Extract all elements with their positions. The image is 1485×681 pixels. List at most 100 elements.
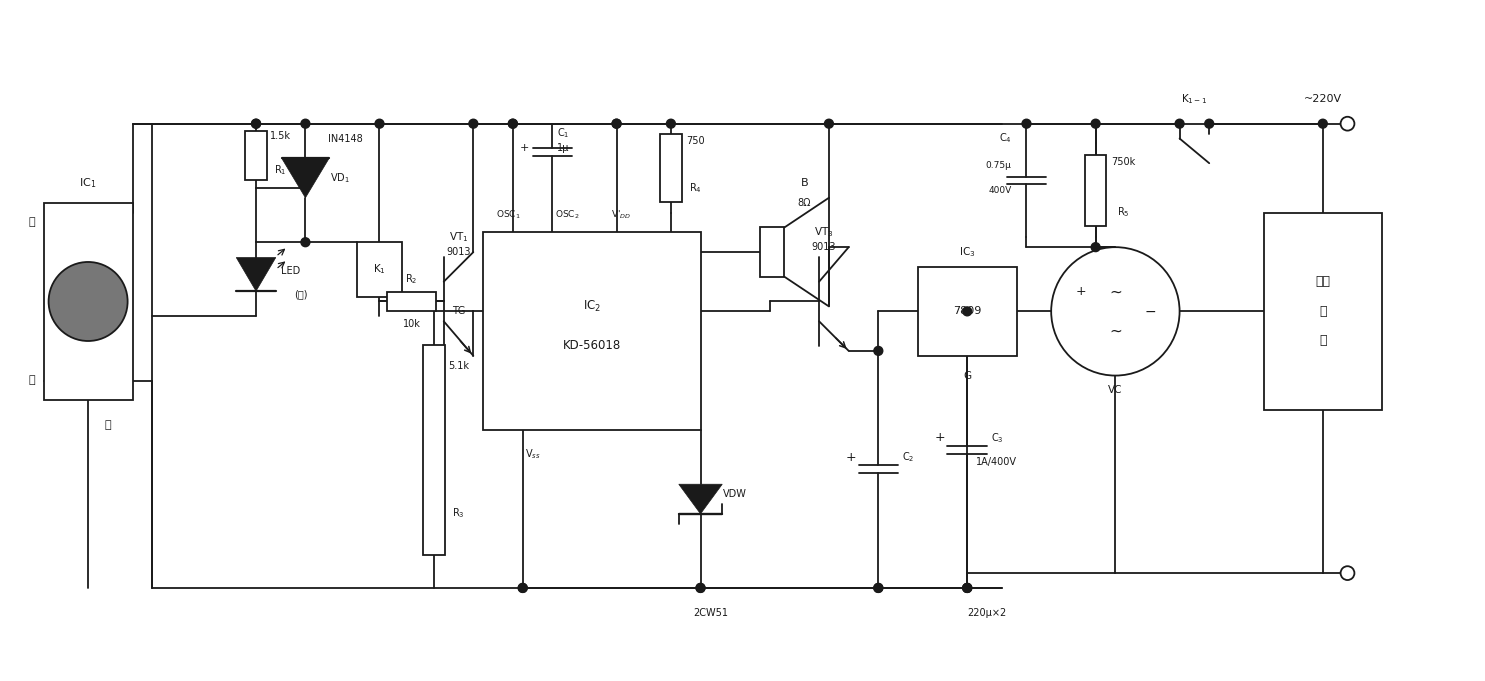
Bar — [1264, 212, 1383, 410]
Text: TG: TG — [451, 306, 465, 317]
Text: +: + — [845, 451, 855, 464]
Bar — [918, 267, 1017, 355]
Text: VT$_3$: VT$_3$ — [814, 225, 833, 239]
Text: R$_3$: R$_3$ — [453, 506, 465, 520]
Circle shape — [1204, 119, 1213, 128]
Text: LED: LED — [281, 266, 300, 276]
Text: OSC$_1$: OSC$_1$ — [496, 208, 520, 221]
Circle shape — [962, 307, 971, 316]
Circle shape — [251, 119, 260, 128]
Text: +: + — [1075, 285, 1086, 298]
Circle shape — [873, 584, 882, 592]
Polygon shape — [282, 158, 330, 197]
Text: R$_1$: R$_1$ — [275, 163, 287, 177]
Text: 7809: 7809 — [953, 306, 982, 317]
Text: 9013: 9013 — [812, 242, 836, 252]
Text: K$_{1-1}$: K$_{1-1}$ — [1181, 92, 1207, 106]
Circle shape — [518, 584, 527, 592]
Text: C$_1$: C$_1$ — [557, 127, 570, 140]
Text: KD-56018: KD-56018 — [563, 339, 621, 353]
Polygon shape — [679, 484, 722, 514]
Text: 2CW51: 2CW51 — [693, 607, 728, 618]
Text: 8Ω: 8Ω — [797, 197, 811, 208]
Text: 9013: 9013 — [447, 247, 471, 257]
Text: +: + — [520, 144, 529, 153]
Circle shape — [962, 584, 971, 592]
Circle shape — [962, 584, 971, 592]
Text: 750k: 750k — [1111, 157, 1136, 167]
Bar — [388, 291, 437, 311]
Bar — [483, 232, 701, 430]
Text: R$_2$: R$_2$ — [405, 272, 417, 285]
Text: VD$_1$: VD$_1$ — [330, 171, 350, 185]
Text: 执行: 执行 — [1316, 275, 1331, 288]
Circle shape — [612, 119, 621, 128]
Circle shape — [873, 584, 882, 592]
Circle shape — [301, 238, 310, 247]
Text: 220μ×2: 220μ×2 — [967, 607, 1007, 618]
Circle shape — [301, 119, 310, 128]
Text: 10k: 10k — [402, 319, 420, 329]
Text: ~: ~ — [1109, 284, 1121, 299]
Bar — [1084, 155, 1106, 226]
Text: G: G — [964, 370, 971, 381]
Text: 1μ: 1μ — [557, 144, 570, 153]
Circle shape — [873, 347, 882, 355]
Text: VC: VC — [1108, 385, 1123, 396]
Text: 400V: 400V — [989, 186, 1011, 195]
Circle shape — [667, 119, 676, 128]
Text: 件: 件 — [1319, 334, 1326, 347]
Text: OSC$_2$: OSC$_2$ — [555, 208, 579, 221]
Circle shape — [376, 119, 385, 128]
Circle shape — [612, 119, 621, 128]
Circle shape — [696, 584, 705, 592]
Polygon shape — [236, 257, 276, 291]
Text: (绿): (绿) — [294, 289, 307, 299]
Text: V'$_{DD}$: V'$_{DD}$ — [612, 208, 631, 221]
Text: K$_1$: K$_1$ — [373, 262, 386, 276]
Circle shape — [1341, 566, 1354, 580]
Text: ~220V: ~220V — [1304, 94, 1342, 104]
Circle shape — [251, 119, 260, 128]
Circle shape — [1319, 119, 1328, 128]
Text: IN4148: IN4148 — [328, 133, 362, 144]
Text: 5.1k: 5.1k — [448, 360, 469, 370]
Text: R$_5$: R$_5$ — [1117, 205, 1130, 219]
Text: +: + — [934, 431, 944, 444]
Text: VDW: VDW — [723, 489, 747, 499]
Circle shape — [508, 119, 517, 128]
Bar — [659, 134, 682, 202]
Text: 红: 红 — [28, 217, 36, 227]
Text: C$_2$: C$_2$ — [901, 451, 915, 464]
Bar — [43, 203, 132, 400]
Text: VT$_1$: VT$_1$ — [448, 230, 468, 244]
Text: 1A/400V: 1A/400V — [976, 456, 1017, 466]
Text: ~: ~ — [1109, 323, 1121, 338]
Circle shape — [1091, 119, 1100, 128]
Text: C$_3$: C$_3$ — [990, 431, 1004, 445]
Text: 750: 750 — [686, 136, 705, 146]
Circle shape — [518, 584, 527, 592]
Text: 1.5k: 1.5k — [270, 131, 291, 141]
Bar — [760, 227, 784, 276]
Circle shape — [696, 584, 705, 592]
Text: −: − — [1143, 304, 1155, 318]
Circle shape — [469, 119, 478, 128]
Circle shape — [1051, 247, 1179, 375]
Text: V$_{ss}$: V$_{ss}$ — [524, 447, 541, 462]
Text: R$_4$: R$_4$ — [689, 182, 702, 195]
Text: 灰: 灰 — [104, 420, 111, 430]
Text: B: B — [800, 178, 808, 188]
Circle shape — [1022, 119, 1031, 128]
Circle shape — [1091, 242, 1100, 251]
Text: IC$_3$: IC$_3$ — [959, 245, 976, 259]
Circle shape — [508, 119, 517, 128]
Text: IC$_2$: IC$_2$ — [582, 299, 601, 314]
Circle shape — [1341, 116, 1354, 131]
Bar — [245, 131, 267, 180]
Text: 0.75μ: 0.75μ — [986, 161, 1011, 170]
Text: 蓝: 蓝 — [28, 375, 36, 385]
Bar — [423, 345, 444, 555]
Circle shape — [962, 584, 971, 592]
Circle shape — [824, 119, 833, 128]
